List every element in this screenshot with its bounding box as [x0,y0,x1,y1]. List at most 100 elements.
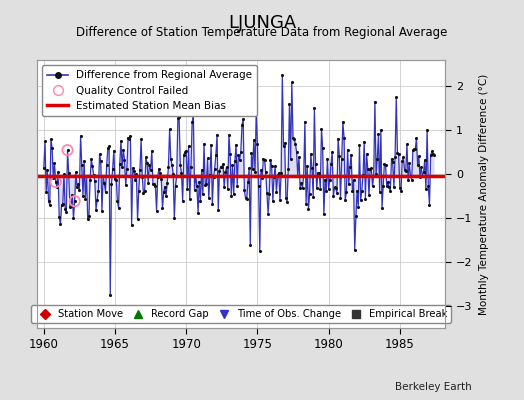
Point [405,160,413,166]
Point [55,214,63,220]
Point [134,216,142,223]
Point [74,181,82,188]
Point [91,178,99,184]
Point [154,173,162,180]
Point [215,168,224,174]
Point [355,142,364,148]
Point [343,146,352,153]
Point [330,184,339,190]
Point [121,157,129,163]
Point [401,167,410,174]
Point [63,147,72,153]
Point [335,153,344,159]
Point [69,215,78,221]
Point [158,205,167,211]
Point [270,174,278,180]
Point [310,105,319,112]
Point [348,187,356,194]
Point [342,188,351,195]
Point [174,115,182,122]
Point [383,183,391,189]
Point [222,164,231,170]
Point [162,192,170,199]
Point [322,188,331,194]
Point [320,211,328,217]
Point [204,195,213,202]
Point [267,162,276,169]
Point [395,151,403,158]
Point [67,203,75,210]
Point [81,196,90,202]
Point [376,189,384,196]
Point [144,180,152,187]
Point [379,183,387,189]
Point [51,179,60,185]
Point [104,145,112,152]
Point [86,177,94,183]
Point [46,202,54,208]
Point [337,156,346,162]
Point [363,151,371,157]
Point [346,163,354,170]
Point [183,186,192,192]
Point [315,170,323,176]
Point [58,202,66,208]
Point [390,184,398,190]
Point [255,183,263,190]
Text: Difference of Station Temperature Data from Regional Average: Difference of Station Temperature Data f… [77,26,447,39]
Point [373,156,381,162]
Point [163,180,171,186]
Point [113,198,122,204]
Point [131,177,139,183]
Point [300,172,308,179]
Point [168,161,176,168]
Point [212,152,220,158]
Y-axis label: Monthly Temperature Anomaly Difference (°C): Monthly Temperature Anomaly Difference (… [479,73,489,315]
Point [340,134,348,141]
Point [239,116,247,122]
Point [399,154,408,160]
Point [318,126,326,132]
Point [220,184,228,190]
Point [219,161,227,168]
Point [150,181,158,188]
Point [143,159,151,166]
Point [180,152,188,158]
Point [403,141,411,147]
Point [279,143,288,149]
Point [233,182,242,189]
Point [352,213,360,220]
Point [341,196,350,203]
Point [361,196,369,202]
Point [372,171,380,177]
Point [200,141,208,147]
Point [307,151,315,158]
Point [296,184,304,191]
Point [118,164,126,171]
Point [201,181,210,188]
Point [356,196,365,203]
Point [387,156,396,162]
Point [72,169,80,176]
Point [277,169,286,176]
Point [364,166,372,172]
Point [181,149,189,155]
Point [175,114,183,120]
Point [138,174,147,180]
Point [316,186,324,192]
Point [40,164,48,171]
Point [93,196,102,203]
Point [53,184,61,190]
Point [43,167,51,173]
Point [135,187,143,194]
Point [128,165,137,171]
Point [358,188,366,194]
Point [430,152,439,158]
Point [62,208,71,215]
Point [90,172,98,178]
Point [416,174,424,180]
Point [78,162,86,168]
Point [79,193,87,199]
Point [418,172,427,179]
Point [166,126,174,132]
